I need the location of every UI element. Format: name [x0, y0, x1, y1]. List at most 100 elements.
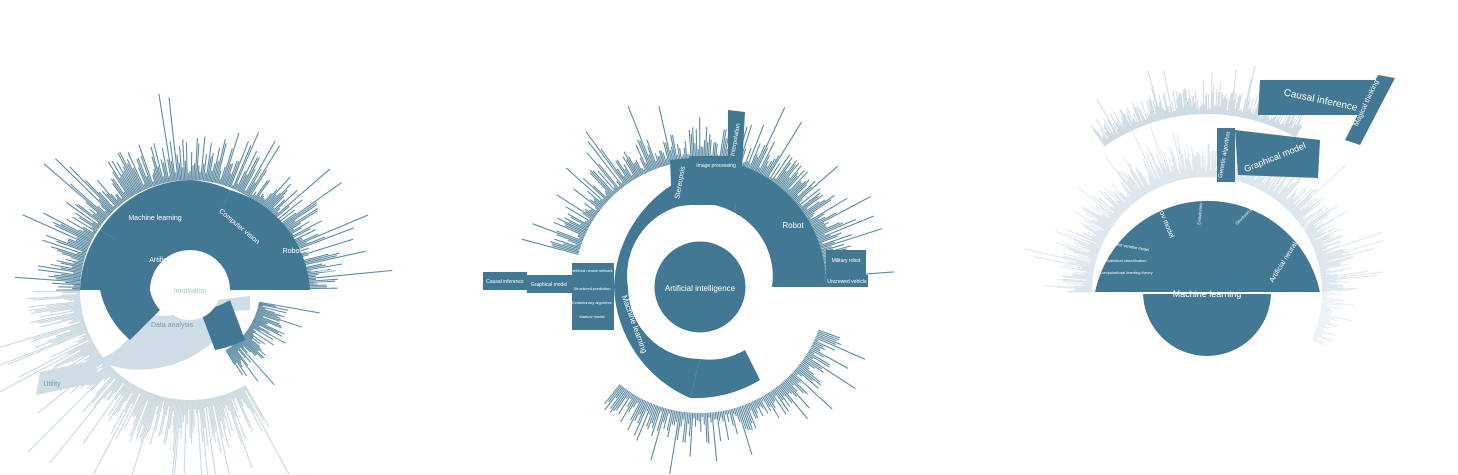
fine-segment [1175, 99, 1180, 117]
p1-ai-lower[interactable] [100, 290, 160, 340]
fine-segment [820, 245, 832, 251]
p1-cv-sector[interactable] [190, 180, 230, 215]
fine-segment [272, 168, 331, 219]
fine-segment [1129, 196, 1136, 203]
fine-segment [208, 398, 217, 433]
fine-segment [582, 212, 594, 221]
p2-stereopsis-sector[interactable] [670, 158, 690, 207]
fine-segment [1129, 168, 1147, 195]
p2-structured-prediction-sector[interactable] [572, 263, 614, 330]
fine-segment [552, 245, 579, 254]
fine-segment [657, 156, 662, 168]
fine-segment [1321, 298, 1344, 302]
fine-segment [1162, 174, 1168, 185]
fine-segment [732, 408, 735, 415]
p1-left-sector[interactable] [80, 230, 125, 290]
fine-segment [139, 394, 156, 439]
p2-interpolation-sector[interactable] [728, 110, 745, 170]
fine-segment [1259, 175, 1268, 191]
fine-segment [764, 154, 780, 180]
p2-graphical-model-sector[interactable] [527, 275, 572, 293]
fine-segment [817, 331, 840, 341]
p3-graphical-model-sector[interactable] [1235, 130, 1320, 178]
fine-segment [270, 189, 298, 216]
p3-magical-thinking-sector[interactable] [1345, 75, 1395, 145]
p2-causal-inference-sector[interactable] [483, 272, 527, 290]
fine-segment [226, 393, 237, 417]
fine-segment [1242, 78, 1252, 118]
fine-segment [1301, 207, 1329, 227]
fine-segment [709, 412, 712, 423]
fine-segment [1122, 122, 1129, 133]
fine-segment [31, 323, 86, 343]
fine-segment [1121, 125, 1127, 134]
fine-segment [1295, 202, 1316, 220]
fine-segment [294, 238, 354, 258]
fine-segment [1279, 177, 1302, 204]
fine-segment [252, 194, 257, 200]
fine-segment [1126, 107, 1137, 129]
p1-utility-sector[interactable] [36, 360, 100, 395]
fine-segment [1208, 143, 1210, 178]
fine-segment [1316, 252, 1328, 258]
fine-segment [85, 180, 115, 211]
fine-segment [1095, 235, 1105, 241]
fine-segment [1113, 133, 1117, 139]
fine-segment [564, 217, 589, 231]
fine-segment [722, 410, 730, 441]
p2-center[interactable] [653, 240, 747, 334]
fine-segment [1199, 154, 1202, 178]
fine-segment [612, 190, 617, 194]
p1-center[interactable] [160, 260, 220, 320]
fine-segment [157, 395, 161, 407]
p2-ml-sector[interactable] [614, 287, 700, 398]
p2-uncrewed-vehicle-sector[interactable] [826, 275, 868, 287]
fine-segment [88, 338, 92, 341]
p3-genetic-algorithm-sector[interactable] [1217, 128, 1235, 182]
fine-segment [241, 336, 265, 359]
fine-segment [1145, 100, 1154, 123]
p3-ml-ring[interactable] [1095, 200, 1320, 292]
fine-segment [1122, 156, 1147, 195]
fine-segment [1155, 106, 1160, 121]
fine-segment [618, 392, 633, 415]
p1-bottom-sector[interactable] [200, 300, 245, 350]
p2-image-processing-sector[interactable] [690, 156, 740, 205]
fine-segment [182, 399, 185, 423]
p1-data-analysis-sector[interactable] [95, 290, 215, 370]
fine-segment [651, 406, 662, 437]
fine-segment [1120, 109, 1132, 132]
fine-segment [1280, 124, 1285, 131]
fine-segment [244, 332, 253, 340]
fine-segment [814, 338, 819, 342]
fine-segment [244, 140, 276, 195]
p1-ml-sector[interactable] [100, 180, 190, 245]
fine-segment [1312, 336, 1326, 344]
sunburst-artificial-intelligence: Artificial intelligence Computer vision … [483, 106, 894, 474]
fine-segment [813, 341, 824, 348]
fine-segment [1099, 214, 1114, 226]
fine-segment [1192, 153, 1197, 178]
fine-segment [1163, 92, 1170, 119]
p2-robot-sector[interactable] [735, 165, 827, 287]
fine-segment [85, 332, 89, 335]
p1-robot-sector[interactable] [220, 190, 310, 290]
fine-segment [1083, 271, 1094, 275]
fine-segment [818, 234, 852, 247]
p2-military-robot-sector[interactable] [826, 250, 866, 275]
fine-segment [229, 346, 242, 364]
fine-segment [1113, 191, 1130, 209]
fine-segment [96, 179, 120, 207]
fine-segment [1191, 169, 1194, 178]
fine-segment [780, 165, 802, 191]
fine-segment [1142, 114, 1147, 125]
fine-segment [1172, 132, 1184, 180]
p2-ai-lower-ring[interactable] [690, 350, 760, 399]
p3-causal-inference-sector[interactable] [1258, 80, 1375, 115]
fine-segment [1175, 91, 1181, 117]
fine-segment [46, 234, 88, 252]
fine-segment [1319, 315, 1336, 320]
fine-segment [628, 396, 638, 413]
fine-segment [1314, 241, 1342, 253]
fine-segment [136, 159, 150, 189]
